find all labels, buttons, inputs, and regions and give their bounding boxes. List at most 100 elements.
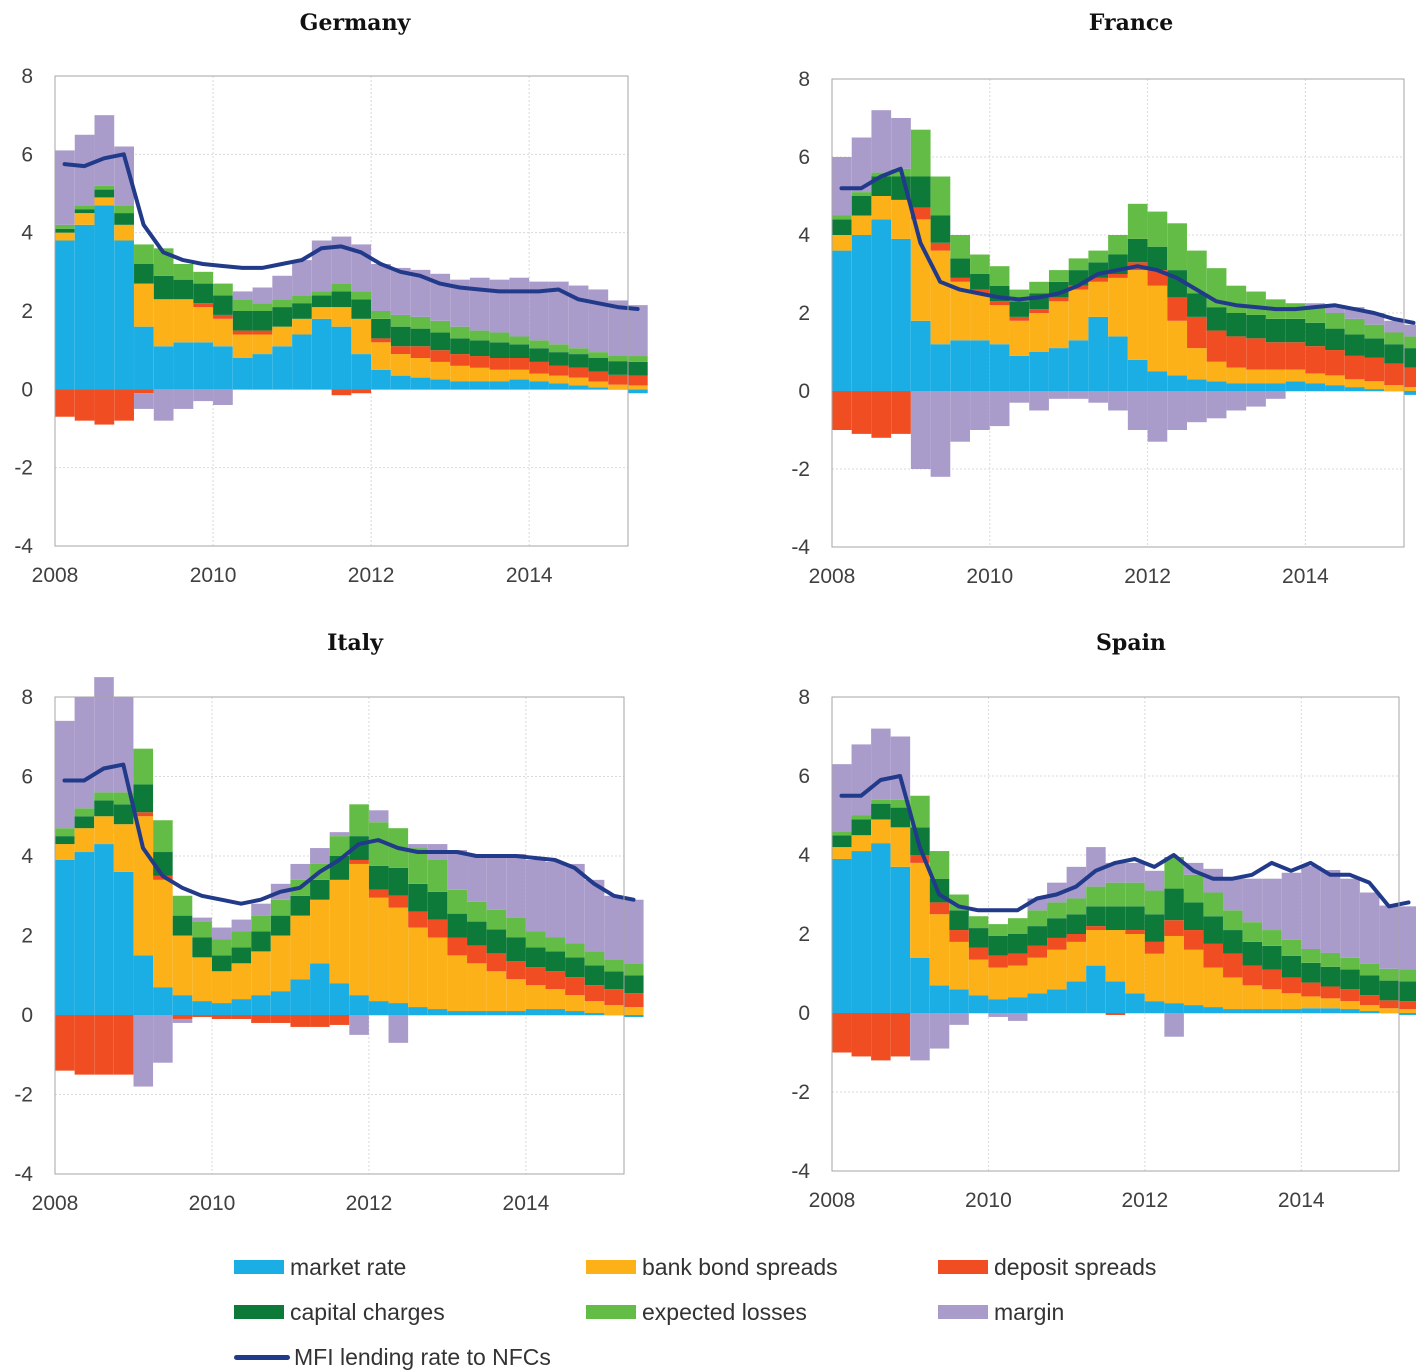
bar-segment-capital-charges (910, 176, 931, 208)
bar-segment-deposit-spreads (450, 354, 470, 366)
bar-segment-deposit-spreads (172, 1015, 193, 1019)
bar-segment-deposit-spreads (329, 1015, 350, 1025)
bar-segment-expected-losses (469, 330, 490, 341)
bar-segment-market-rate (851, 851, 872, 1013)
bar-segment-market-rate (408, 1007, 428, 1015)
bar-segment-expected-losses (624, 963, 644, 976)
lending-rate-line (839, 166, 1416, 325)
bar-segment-deposit-spreads (1105, 1013, 1126, 1015)
bar-segment-margin (153, 389, 174, 421)
chart-panel-spain: Spain 8 6 4 2 0 -2 -4 2008 2010 2012 2014 (791, 630, 1416, 1212)
bar-segment-bank-bond-spreads (1399, 1009, 1416, 1013)
bar-segment-market-rate (1246, 383, 1266, 391)
bar-segment-capital-charges (450, 338, 470, 355)
bar-segment-expected-losses (950, 235, 971, 259)
bar-segment-deposit-spreads (408, 911, 428, 928)
bar-segment-capital-charges (1144, 914, 1165, 942)
bar-segment-market-rate (832, 858, 852, 1013)
bar-segment-margin (172, 1018, 193, 1023)
bar-segment-deposit-spreads (193, 303, 214, 308)
bar-segment-expected-losses (1048, 270, 1069, 282)
bar-segment-bank-bond-spreads (929, 914, 950, 986)
bar-segment-bank-bond-spreads (608, 384, 628, 390)
bar-segment-capital-charges (447, 913, 467, 938)
bar-segment-market-rate (113, 871, 134, 1015)
bar-segment-market-rate (292, 334, 312, 390)
bar-segment-bank-bond-spreads (251, 951, 271, 996)
bar-segment-margin (134, 393, 154, 409)
chart-panel-italy: Italy 8 6 4 2 0 -2 -4 2008 2010 2012 2014 (14, 630, 644, 1215)
bar-segment-expected-losses (1359, 963, 1380, 976)
bar-segment-market-rate (232, 358, 253, 390)
bar-segment-capital-charges (608, 361, 628, 375)
bar-segment-deposit-spreads (388, 895, 409, 908)
bar-segment-capital-charges (55, 836, 75, 845)
bar-segment-capital-charges (1265, 318, 1286, 343)
bar-segment-expected-losses (1127, 203, 1148, 239)
bar-segment-bank-bond-spreads (910, 219, 931, 321)
bar-segment-market-rate (427, 1009, 448, 1015)
bar-segment-capital-charges (390, 326, 411, 347)
bar-segment-deposit-spreads (1108, 274, 1128, 278)
chart-panel-germany: Germany 8 6 4 2 0 -2 -4 2008 2010 2012 2014 (14, 10, 648, 587)
bar-segment-market-rate (910, 957, 930, 1013)
bar-segment-bank-bond-spreads (1262, 989, 1282, 1010)
bar-segment-capital-charges (1164, 888, 1184, 921)
bar-segment-bank-bond-spreads (371, 342, 391, 370)
bar-segment-expected-losses (1320, 952, 1341, 967)
bar-segment-expected-losses (55, 828, 75, 837)
bar-segment-deposit-spreads (624, 993, 644, 1008)
bar-segment-bank-bond-spreads (94, 816, 114, 845)
bar-segment-market-rate (988, 999, 1008, 1013)
bar-segment-margin (529, 281, 549, 341)
bar-segment-deposit-spreads (55, 1015, 75, 1071)
bar-segment-expected-losses (988, 924, 1008, 936)
bar-segment-margin (548, 281, 569, 345)
bar-segment-market-rate (467, 1011, 487, 1015)
bar-segment-margin (1127, 391, 1148, 430)
bar-segment-market-rate (1320, 1008, 1341, 1013)
bar-segment-deposit-spreads (1183, 930, 1204, 950)
bar-segment-margin (604, 895, 624, 960)
bar-segment-margin (988, 1013, 1008, 1017)
bar-segment-deposit-spreads (525, 967, 546, 986)
bar-segment-market-rate (1144, 1001, 1165, 1013)
bar-segment-margin (252, 287, 273, 304)
bar-segment-margin (608, 300, 628, 356)
bar-segment-expected-losses (509, 336, 530, 345)
bar-segment-capital-charges (1009, 301, 1030, 317)
bar-segment-market-rate (252, 354, 273, 390)
bar-segment-market-rate (929, 985, 950, 1013)
bar-segment-capital-charges (832, 835, 852, 848)
bar-segment-bank-bond-spreads (584, 1001, 605, 1014)
bar-segment-bank-bond-spreads (469, 367, 490, 382)
bar-segment-capital-charges (74, 816, 95, 829)
y-tick-label: 2 (798, 302, 810, 325)
bar-segment-deposit-spreads (232, 330, 253, 335)
bar-segment-bank-bond-spreads (1108, 277, 1128, 337)
x-tick-label: 2012 (1124, 565, 1171, 588)
bar-segment-capital-charges (232, 311, 253, 331)
bar-segment-bank-bond-spreads (890, 827, 911, 867)
bar-segment-market-rate (94, 844, 114, 1015)
bar-segment-bank-bond-spreads (292, 318, 312, 335)
bar-segment-expected-losses (1047, 902, 1067, 919)
bar-segment-market-rate (349, 995, 369, 1015)
bar-segment-market-rate (624, 1015, 644, 1017)
y-tick-label: -4 (791, 536, 810, 559)
bar-segment-expected-losses (930, 176, 951, 216)
y-tick-label: 4 (21, 845, 33, 868)
bar-segment-margin (950, 391, 971, 442)
bar-segment-margin (525, 859, 546, 932)
bar-segment-deposit-spreads (113, 1015, 134, 1075)
bar-segment-capital-charges (1301, 962, 1321, 983)
bar-segment-deposit-spreads (1066, 934, 1087, 942)
bar-segment-expected-losses (568, 348, 589, 355)
bar-segment-expected-losses (1108, 235, 1128, 255)
bar-segment-margin (469, 277, 490, 331)
bar-segment-deposit-spreads (351, 389, 372, 394)
bar-segment-bank-bond-spreads (74, 828, 95, 853)
bar-segment-market-rate (410, 377, 431, 390)
bar-segment-deposit-spreads (565, 977, 585, 996)
bar-segment-bank-bond-spreads (1088, 281, 1109, 317)
